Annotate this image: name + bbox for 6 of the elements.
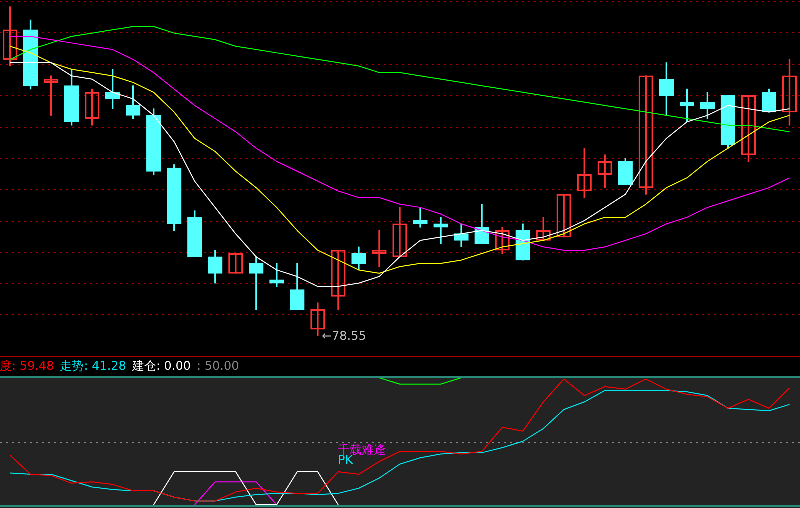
annotation: ←78.55 [322, 329, 366, 344]
text: 走势: 41.28 [60, 359, 126, 373]
candlestick [228, 253, 244, 274]
text: : 50.00 [197, 359, 240, 373]
text: 建仓: 0.00 [132, 359, 192, 373]
text: 度: 59.48 [0, 359, 54, 373]
